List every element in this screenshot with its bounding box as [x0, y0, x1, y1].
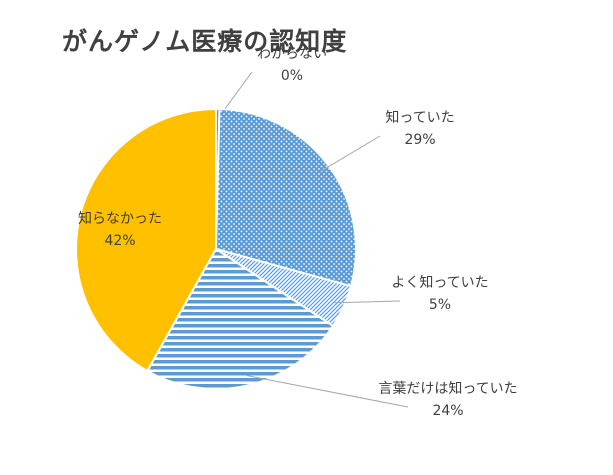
slice-category-label-0: わからない — [257, 46, 327, 62]
slice-percent-label-2: 5% — [429, 297, 451, 313]
leader-line-2 — [334, 300, 401, 304]
leader-line-1 — [320, 135, 381, 172]
slice-percent-label-1: 29% — [404, 132, 435, 148]
slice-percent-label-3: 24% — [432, 403, 463, 419]
slice-category-label-3: 言葉だけは知っていた — [378, 380, 517, 397]
chart-title: がんゲノム医療の認知度 — [62, 27, 348, 56]
slice-category-label-4: 知らなかった — [78, 210, 162, 227]
leader-line-3 — [246, 375, 409, 408]
slice-percent-label-0: 0% — [281, 68, 303, 84]
pie-slice-3 — [145, 247, 335, 390]
slice-category-label-2: よく知っていた — [391, 274, 488, 291]
slice-percent-label-4: 42% — [104, 233, 135, 249]
pie-slice-4 — [75, 107, 217, 373]
slice-category-label-1: 知っていた — [385, 109, 454, 126]
pie-slice-1 — [214, 108, 357, 288]
